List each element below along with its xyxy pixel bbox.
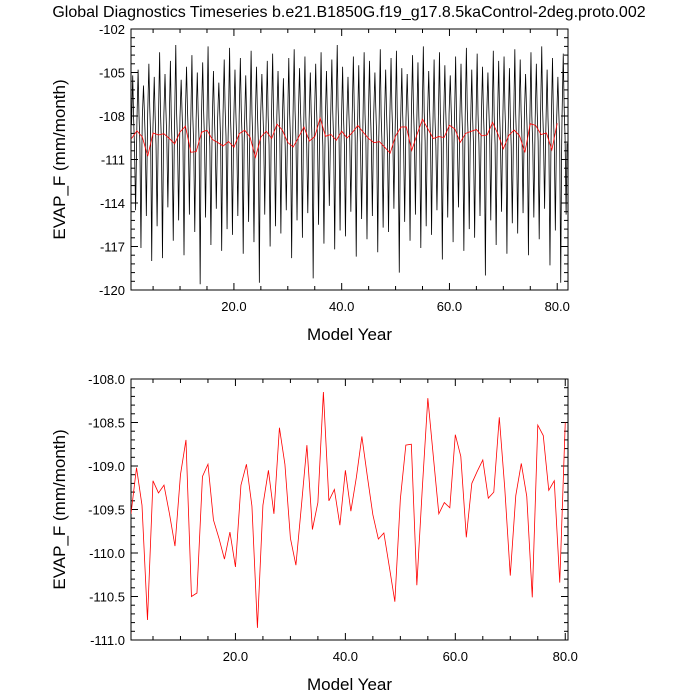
chart-title: Global Diagnostics Timeseries b.e21.B185… xyxy=(52,4,645,21)
x-tick-label: 60.0 xyxy=(443,649,468,664)
bottom-panel: 20.0 40.0 60.0 80.0 -111.0 -110.5 -110.0 -109.5… xyxy=(50,372,578,694)
y-tick-label: -109.5 xyxy=(88,503,125,518)
x-tick-label: 40.0 xyxy=(333,649,358,664)
y-tick-label: -110.5 xyxy=(89,590,125,605)
y-tick-label: -114 xyxy=(100,196,125,211)
x-tick-label: 20.0 xyxy=(223,649,248,664)
top-panel: 20.0 40.0 60.0 80.0 -120 -117 -114 -111 -108 -105… xyxy=(50,22,570,344)
y-tick-label: -102 xyxy=(99,22,125,37)
y-tick-label: -108.5 xyxy=(88,416,125,431)
x-tick-label: 40.0 xyxy=(329,299,354,314)
y-axis-label: EVAP_F (mm/month) xyxy=(50,79,69,239)
y-tick-label: -109.0 xyxy=(88,459,125,474)
y-tick-label: -111.0 xyxy=(90,633,125,648)
x-tick-label: 80.0 xyxy=(553,649,578,664)
plot-frame-2 xyxy=(130,378,569,641)
y-tick-label: -110.0 xyxy=(89,546,125,561)
y-tick-label: -108 xyxy=(99,109,125,124)
y-tick-label: -108.0 xyxy=(88,372,125,387)
x-tick-label: 60.0 xyxy=(437,299,462,314)
x-tick-label: 20.0 xyxy=(221,299,246,314)
x-axis-label: Model Year xyxy=(307,325,392,344)
x-axis-label: Model Year xyxy=(307,675,392,694)
y-tick-label: -120 xyxy=(99,283,125,298)
y-tick-label: -105 xyxy=(99,66,125,81)
x-tick-label: 80.0 xyxy=(545,299,570,314)
annual-series-line xyxy=(131,392,566,628)
monthly-series-line xyxy=(131,44,568,285)
y-tick-label: -111 xyxy=(101,153,125,168)
y-axis-label: EVAP_F (mm/month) xyxy=(50,429,69,589)
y-tick-label: -117 xyxy=(100,240,125,255)
annual-series-line xyxy=(131,116,558,160)
